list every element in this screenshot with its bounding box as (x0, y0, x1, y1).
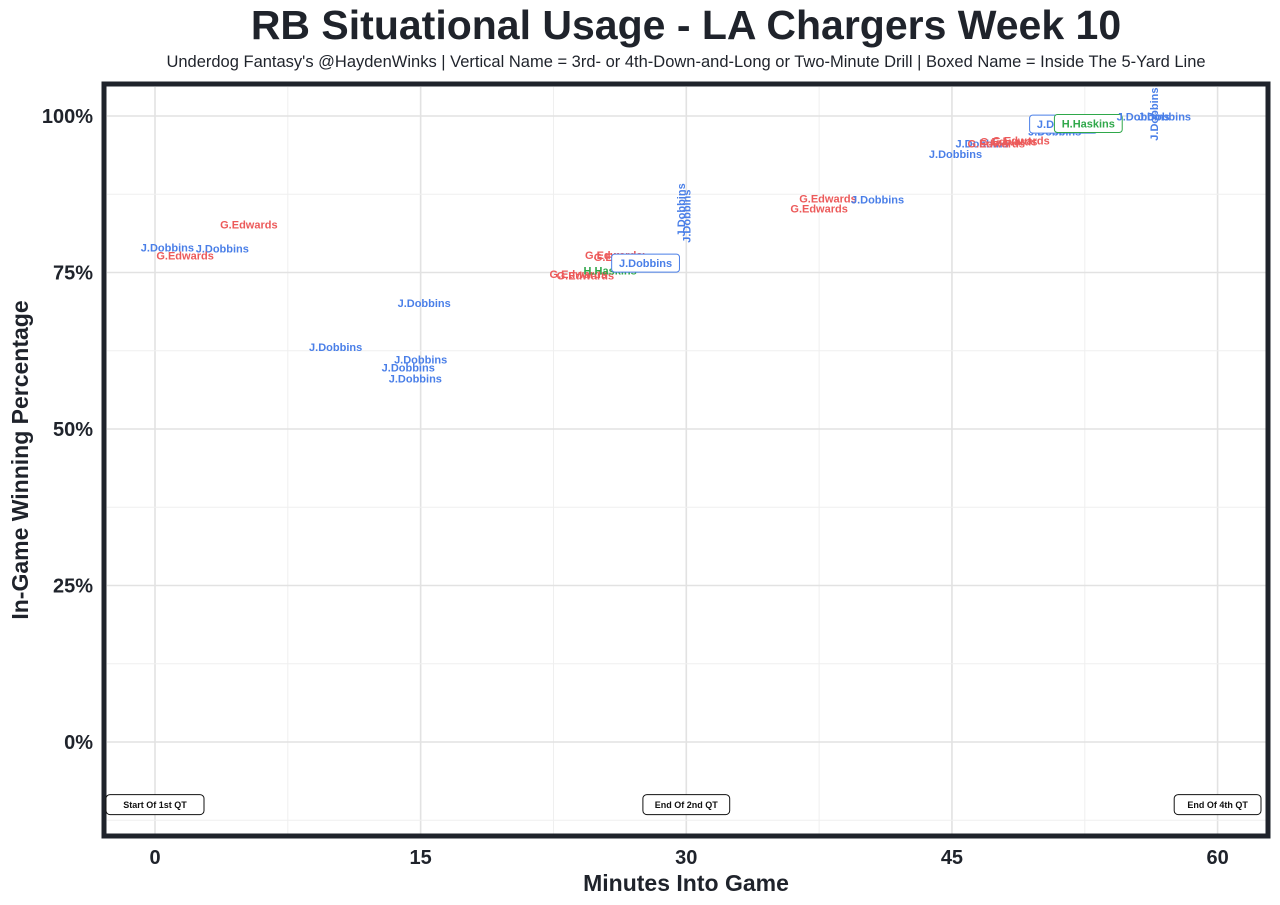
point-label: G.Edwards (967, 139, 1024, 151)
point-box (611, 253, 680, 273)
chart-subtitle: Underdog Fantasy's @HaydenWinks | Vertic… (166, 53, 1206, 71)
point-label-vertical: J.Dobbins (1149, 88, 1161, 141)
data-points: J.Dobbins J.DobbinsG.EdwardsG.EdwardsJ.Do… (141, 88, 1191, 386)
x-tick-label: 15 (410, 847, 432, 869)
point-label: J.Dobbins (1138, 112, 1191, 124)
y-tick-label: 100% (42, 106, 93, 128)
x-tick-label: 30 (675, 847, 697, 869)
point-label: G.Edwards (992, 135, 1049, 147)
axis-ticks: 0 15 30 45 60 0% 25% 50% 75% 100% (42, 106, 1229, 869)
point-label-boxed: J.Dobbins (619, 258, 672, 270)
point-label: J.Dobbins (394, 355, 447, 367)
x-axis-title: Minutes Into Game (583, 870, 789, 896)
x-tick-label: 45 (941, 847, 963, 869)
period-marker-label: Start Of 1st QT (123, 800, 187, 810)
point-label: J.Dobbins (309, 342, 362, 354)
x-tick-label: 60 (1206, 847, 1228, 869)
point-box (1053, 114, 1123, 134)
point-label: G.Edwards (550, 269, 607, 281)
period-marker-box (105, 794, 205, 816)
point-label: J.Dobbins (141, 242, 194, 254)
point-label: G.Edwards (557, 271, 614, 283)
point-label-vertical: J.Dobbins (676, 183, 688, 236)
plot-frame (101, 81, 1271, 839)
point-label: J.Dobbins (398, 298, 451, 310)
point-label: G.Edwards (980, 137, 1037, 149)
point-label: J.Dobbins (851, 194, 904, 206)
y-tick-label: 0% (64, 732, 93, 754)
chart-title: RB Situational Usage - LA Chargers Week … (250, 2, 1122, 48)
point-label: G.Edwards (799, 194, 856, 206)
point-label: G.Edwards (790, 204, 847, 216)
period-markers: Start Of 1st QT End Of 2nd QT End Of 4th Q… (105, 794, 1262, 816)
y-tick-label: 50% (53, 419, 93, 441)
point-label: J.Dobbins (382, 363, 435, 375)
point-label: G.Edwards (156, 251, 213, 263)
x-tick-label: 0 (149, 847, 160, 869)
point-label-boxed: H.Haskins (1062, 119, 1115, 131)
y-tick-label: 25% (53, 576, 93, 598)
period-marker-box (642, 794, 731, 816)
point-label: J.Dobbins (196, 244, 249, 256)
point-label: G.Edwards (220, 219, 277, 231)
period-marker-label: End Of 2nd QT (655, 800, 718, 810)
grid-lines (107, 87, 1266, 834)
period-marker-box (1173, 794, 1262, 816)
point-label-vertical: J.Dobbins (681, 190, 693, 243)
point-label: J.Dobbins (389, 373, 442, 385)
point-label: J.Dobbins (955, 139, 1008, 151)
y-tick-label: 75% (53, 263, 93, 285)
point-label: J.Dobbins (929, 149, 982, 161)
y-axis-title: In-Game Winning Percentage (7, 300, 33, 619)
point-label: J.Dobbins (1117, 112, 1170, 124)
period-marker-label: End Of 4th QT (1187, 800, 1248, 810)
